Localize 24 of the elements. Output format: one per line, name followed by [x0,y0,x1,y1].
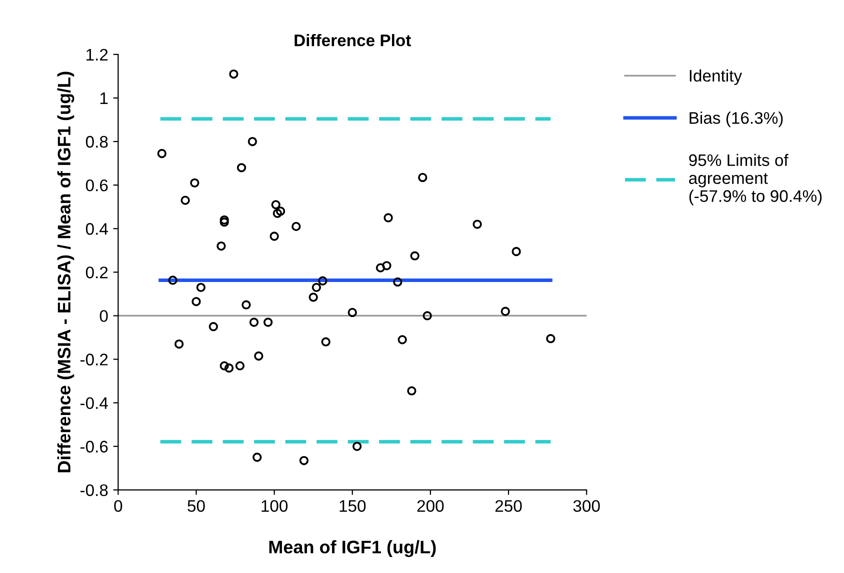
y-tick-label: 0 [100,310,108,322]
x-tick-label: 150 [340,500,366,512]
chart-title: Difference Plot [294,34,411,46]
y-tick-label: 1 [100,92,108,104]
y-axis-title: Difference (MSIA - ELISA) / Mean of IGF1 (ug/L) [57,72,74,472]
x-tick-label: 0 [114,500,122,512]
y-tick-label: 0.6 [86,179,108,192]
legend-label: Identity [690,69,742,85]
y-tick-label: 0.2 [86,266,108,278]
y-tick-label: 1.2 [86,48,108,60]
x-tick-label: 200 [417,500,444,512]
x-axis-title: Mean of IGF1 (ug/L) [269,540,436,558]
y-tick-label: -0.4 [80,397,108,410]
y-tick-label: -0.8 [80,484,108,496]
x-tick-label: 50 [188,500,205,512]
y-tick-label: -0.2 [80,354,108,366]
x-tick-label: 100 [262,500,288,512]
x-tick-label: 300 [573,500,600,512]
legend-label: 95% Limits of agreement (-57.9% to 90.4%) [689,154,822,206]
x-tick-label: 250 [495,500,522,512]
y-tick-label: 0.4 [86,223,108,235]
legend-label: Bias (16.3%) [690,112,783,128]
y-tick-label: -0.6 [80,440,108,453]
y-tick-label: 0.8 [86,136,108,148]
